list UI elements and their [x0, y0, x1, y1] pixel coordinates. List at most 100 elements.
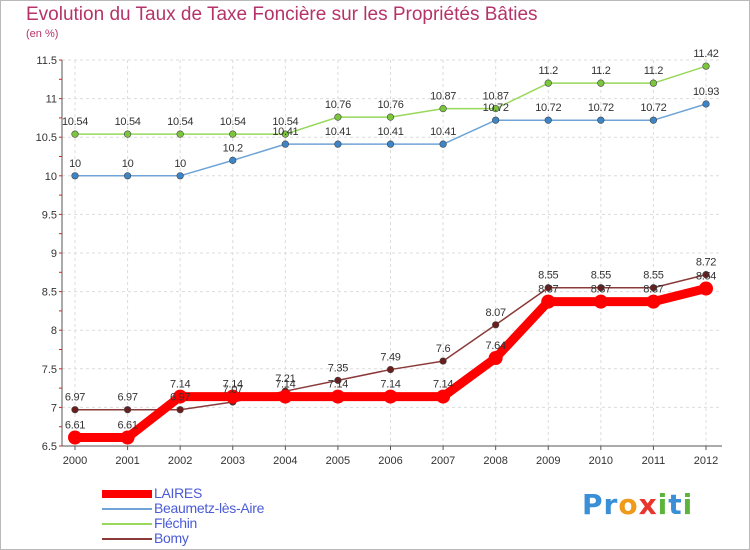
data-label: 7.14 [380, 379, 400, 391]
data-point [699, 281, 713, 296]
axes: 6.5 7 7.5 8 8.5 9 9.5 10 10.5 11 11.5 2000 2001 2002 2… [36, 55, 722, 467]
legend-swatch [102, 522, 152, 525]
data-point [330, 389, 345, 404]
data-point [646, 294, 661, 309]
data-label: 10.54 [115, 116, 141, 128]
data-point [492, 116, 500, 124]
y-tick-label: 11 [46, 94, 57, 106]
data-point [176, 130, 184, 138]
data-label: 7.07 [223, 384, 243, 396]
y-tick-label: 11.5 [36, 55, 57, 67]
data-point [71, 172, 79, 180]
data-label: 10.54 [220, 116, 246, 128]
legend-label: Beaumetz-lès-Aire [154, 500, 265, 516]
data-label: 8.55 [591, 270, 611, 282]
x-tick-label: 2000 [63, 455, 87, 467]
x-tick-label: 2003 [221, 455, 245, 467]
x-tick-label: 2005 [326, 455, 350, 467]
data-point [176, 406, 184, 414]
data-point [225, 389, 240, 404]
logo-letter: r [603, 488, 619, 521]
y-tick-label: 7.5 [42, 364, 57, 376]
data-label: 10.72 [535, 102, 561, 114]
data-label: 10.72 [640, 102, 666, 114]
y-tick-label: 9.5 [42, 209, 57, 221]
data-label: 8.55 [643, 270, 663, 282]
data-label: 10.54 [62, 116, 88, 128]
legend-label: LAIRES [154, 485, 202, 501]
data-point [649, 284, 658, 292]
data-label: 8.72 [696, 257, 716, 269]
legend-label: Bomy [154, 530, 189, 546]
data-point [334, 113, 342, 121]
x-tick-label: 2006 [378, 455, 402, 467]
data-label: 10.87 [483, 91, 509, 103]
series-lines [68, 62, 713, 445]
data-point [281, 140, 289, 148]
data-point [71, 130, 79, 138]
data-label: 10.87 [430, 91, 456, 103]
data-label: 10.72 [483, 102, 509, 114]
data-point [281, 130, 289, 138]
x-tick-label: 2001 [115, 455, 139, 467]
y-tick-label: 8.5 [42, 287, 57, 299]
data-point [123, 130, 132, 138]
data-label: 10 [69, 158, 81, 170]
data-point [439, 140, 447, 148]
data-point [702, 100, 710, 108]
data-label: 10.41 [430, 126, 456, 138]
data-point [492, 105, 500, 113]
data-point [386, 365, 395, 374]
x-tick-label: 2010 [589, 455, 613, 467]
data-point [597, 79, 605, 87]
data-point [593, 294, 608, 309]
logo-letter: i [682, 488, 694, 521]
x-tick-label: 2004 [273, 455, 297, 467]
data-point [492, 321, 500, 329]
data-label: 8.37 [591, 284, 611, 296]
y-tick-label: 6.5 [42, 441, 57, 453]
data-label: 10.41 [272, 126, 298, 138]
data-label: 7.14 [275, 379, 295, 391]
data-label: 11.2 [539, 65, 559, 77]
data-label: 10.54 [167, 116, 193, 128]
data-point [541, 294, 556, 309]
data-point [544, 79, 552, 87]
data-label: 7.14 [223, 379, 243, 391]
data-point [649, 116, 658, 124]
data-labels: 10.54 10.54 10.54 10.54 10.54 10.76 10.76 10.87… [62, 48, 720, 431]
data-point [383, 389, 398, 404]
x-tick-label: 2011 [642, 455, 666, 467]
data-point [702, 271, 710, 279]
data-point [123, 406, 132, 414]
data-label: 11.42 [693, 48, 718, 60]
data-point [120, 430, 135, 445]
data-point [436, 389, 451, 404]
y-tick-label: 10 [45, 171, 57, 183]
data-label: 10.41 [377, 126, 403, 138]
data-label: 10 [174, 158, 186, 170]
legend-swatch [102, 489, 152, 498]
legend-item: LAIRES [102, 486, 264, 501]
data-label: 7.6 [436, 343, 451, 355]
data-point [439, 105, 447, 113]
data-label: 8.07 [486, 307, 506, 319]
data-label: 7.49 [380, 352, 400, 364]
data-point [68, 430, 82, 445]
data-point [71, 406, 79, 414]
data-point [386, 113, 395, 121]
data-point [597, 284, 605, 292]
data-label: 10.54 [272, 116, 298, 128]
data-point [278, 389, 293, 404]
data-label: 11.2 [644, 65, 664, 77]
data-label: 6.97 [117, 392, 137, 404]
x-tick-label: 2009 [536, 455, 560, 467]
data-point [488, 350, 503, 365]
y-tick-label: 7 [51, 402, 57, 414]
y-tick-label: 10.5 [36, 132, 57, 144]
legend-item: Bomy [102, 531, 264, 546]
proxiti-logo: Proxiti [582, 488, 693, 521]
data-label: 8.37 [643, 284, 663, 296]
x-tick-label: 2008 [483, 455, 507, 467]
